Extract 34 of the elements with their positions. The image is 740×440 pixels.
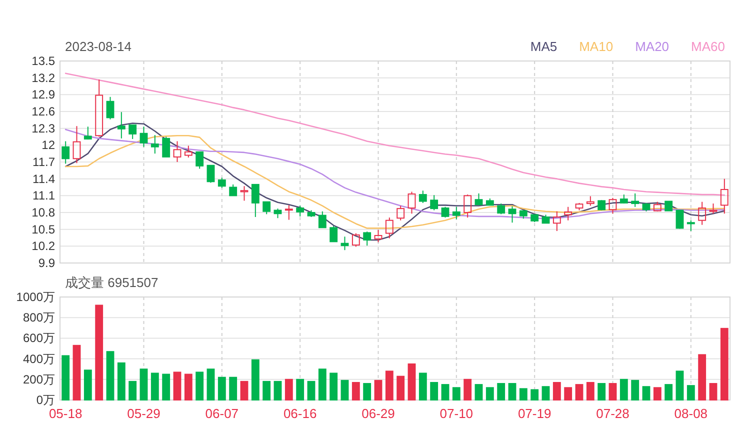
x-tick-label: 05-18: [48, 406, 82, 421]
chart-title: 成交量 6951507: [65, 275, 158, 290]
y-tick-label: 0万: [36, 393, 55, 407]
y-tick-label: 800万: [22, 310, 55, 325]
text: MA20: [635, 39, 670, 54]
text: MA10: [579, 39, 614, 54]
x-tick-label: 07-10: [440, 406, 474, 421]
y-tick-label: 600万: [22, 331, 55, 346]
y-tick-label: 1000万: [16, 290, 55, 304]
y-tick-label: 12.3: [32, 121, 56, 136]
x-tick-label: 06-16: [283, 406, 317, 421]
y-tick-label: 400万: [22, 352, 55, 366]
text: MA60: [691, 39, 725, 54]
y-tick-label: 12.9: [32, 88, 56, 102]
x-tick-label: 07-28: [596, 406, 630, 421]
text: MA5: [530, 39, 558, 54]
y-tick-label: 200万: [22, 372, 55, 386]
y-tick-label: 11.1: [32, 188, 56, 203]
y-tick-label: 11.4: [32, 172, 56, 186]
y-tick-label: 13.2: [32, 70, 56, 85]
y-tick-label: 9.9: [38, 256, 56, 270]
x-tick-label: 05-29: [127, 406, 160, 421]
x-tick-label: 07-19: [518, 406, 552, 421]
chart-title: 2023-08-14: [65, 39, 132, 54]
x-tick-label: 08-08: [674, 406, 708, 421]
y-tick-label: 11.7: [32, 155, 56, 169]
y-tick-label: 10.8: [32, 206, 56, 220]
y-tick-label: 12: [42, 138, 56, 152]
y-tick-label: 10.2: [32, 239, 56, 254]
y-tick-label: 13.5: [32, 54, 56, 68]
x-tick-label: 06-07: [205, 406, 239, 421]
y-tick-label: 12.6: [32, 104, 56, 118]
x-tick-label: 06-29: [362, 406, 395, 421]
y-tick-label: 10.5: [32, 222, 56, 236]
